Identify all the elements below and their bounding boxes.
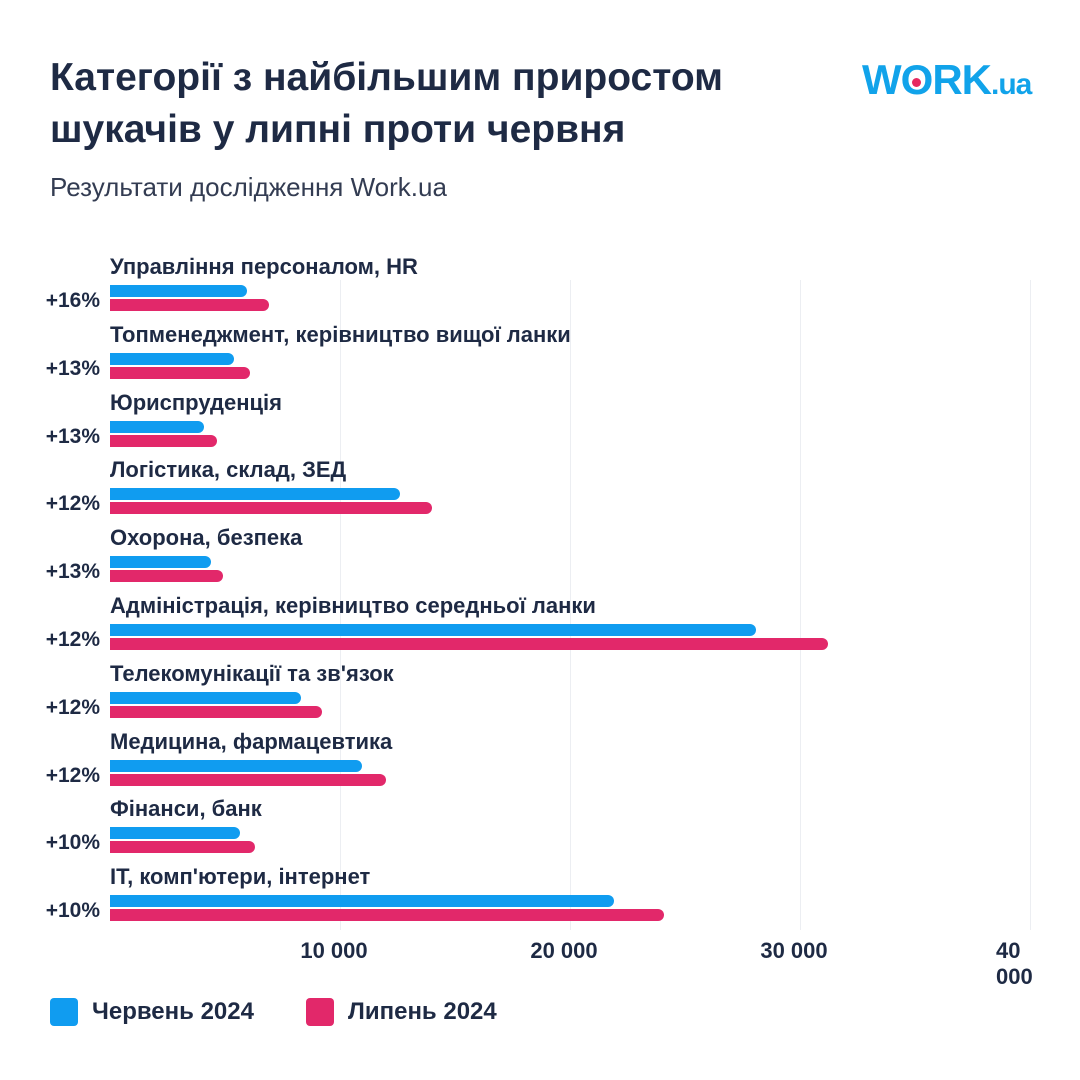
category-label: Фінанси, банк	[110, 796, 262, 822]
growth-label: +12%	[45, 628, 100, 651]
category-label: Юриспруденція	[110, 389, 282, 415]
gridline	[570, 280, 571, 930]
bar-june	[110, 827, 240, 840]
category-label: Телекомунікації та зв'язок	[110, 660, 394, 686]
growth-label: +10%	[45, 831, 100, 855]
category-label: Адміністрація, керівництво середньої лан…	[110, 593, 596, 618]
category-label: Охорона, безпека	[110, 525, 303, 551]
bar-june	[110, 624, 757, 636]
category-label: Управління персоналом, HR	[110, 254, 418, 279]
bar-june	[110, 691, 301, 704]
legend-item-july: Липень 2024	[306, 998, 497, 1026]
gridline	[1030, 280, 1031, 930]
category-label: Медицина, фармацевтика	[110, 728, 393, 754]
category-label: Топменеджмент, керівництво вищої ланки	[110, 321, 571, 347]
growth-label: +13%	[45, 356, 100, 380]
growth-label: +12%	[45, 492, 100, 516]
page-subtitle: Результати дослідження Work.ua	[50, 172, 447, 202]
bar-july	[110, 909, 665, 922]
growth-label: +13%	[45, 560, 100, 584]
category-label: IT, комп'ютери, інтернет	[110, 864, 371, 890]
gridline	[340, 280, 341, 930]
x-tick-label: 30 000	[760, 938, 828, 963]
x-tick-label: 20 000	[530, 938, 598, 963]
bar-july	[110, 705, 322, 718]
gridline	[800, 280, 801, 930]
bar-june	[110, 285, 247, 297]
legend-label: Липень 2024	[348, 998, 497, 1025]
bar-july	[110, 366, 251, 379]
legend-swatch	[306, 998, 334, 1026]
bar-june	[110, 556, 212, 569]
bar-july	[110, 434, 217, 447]
growth-label: +13%	[45, 424, 100, 448]
x-tick-label: 10 000	[300, 938, 368, 963]
bar-july	[110, 570, 223, 583]
bar-july	[110, 502, 432, 515]
category-label: Логістика, склад, ЗЕД	[110, 457, 347, 483]
growth-label: +12%	[45, 763, 100, 787]
bar-june	[110, 488, 400, 501]
x-tick-label: 40 000	[996, 938, 1033, 989]
bar-june	[110, 895, 614, 908]
legend-swatch	[50, 998, 78, 1026]
bar-june	[110, 420, 205, 433]
legend-item-june: Червень 2024	[50, 998, 254, 1026]
bar-july	[110, 841, 255, 854]
legend-label: Червень 2024	[92, 998, 254, 1025]
growth-label: +16%	[45, 289, 100, 312]
page-title: Категорії з найбільшим приростом шукачів…	[50, 56, 723, 151]
bar-july	[110, 773, 386, 786]
bar-june	[110, 352, 235, 365]
growth-label: +10%	[45, 899, 100, 923]
bar-june	[110, 759, 362, 772]
work-ua-logo: WORK.ua	[862, 56, 1032, 103]
growth-label: +12%	[45, 695, 100, 719]
bar-july	[110, 299, 269, 311]
bar-july	[110, 638, 828, 650]
